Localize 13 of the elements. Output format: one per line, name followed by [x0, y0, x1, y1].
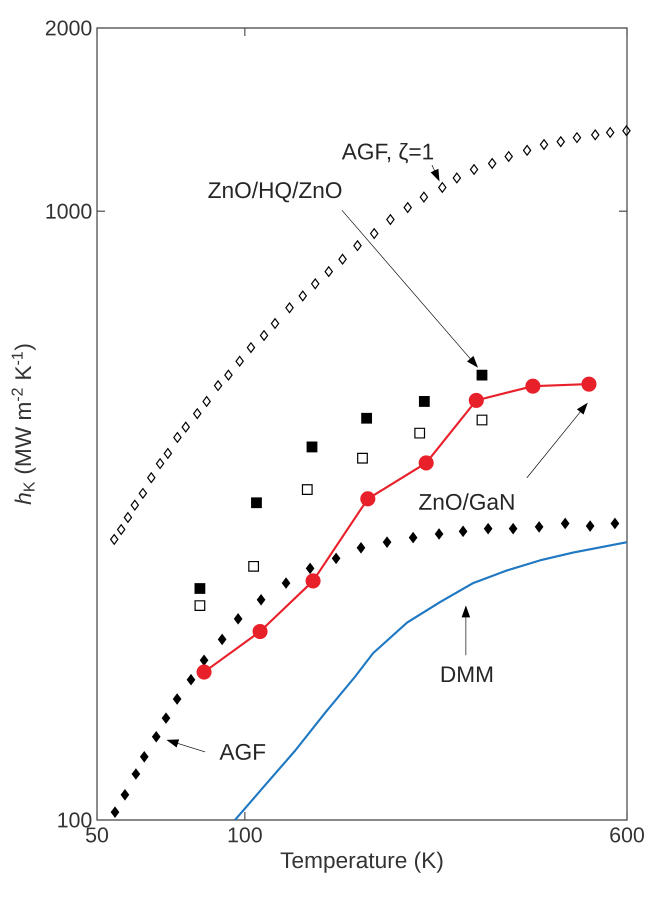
y-tick-label: 2000 [46, 20, 92, 36]
x-axis-title: Temperature (K) [280, 852, 442, 873]
annotation: AGF [219, 744, 266, 760]
x-tick-label: 100 [228, 827, 262, 842]
annotation: AGF, ζ=1 [342, 142, 434, 164]
y-tick-label: 1000 [46, 204, 92, 219]
y-tick-label: 100 [58, 812, 92, 828]
annotation: ZnO/GaN [419, 493, 514, 510]
annotation: ZnO/HQ/ZnO [208, 182, 342, 202]
annotation: DMM [442, 666, 492, 682]
y-axis-title: h$_{K}$ (MW m$^{-2}$ K$^{-1}$) [12, 344, 36, 504]
x-tick-label: 50 [86, 827, 108, 842]
x-tick-label: 600 [610, 827, 644, 842]
